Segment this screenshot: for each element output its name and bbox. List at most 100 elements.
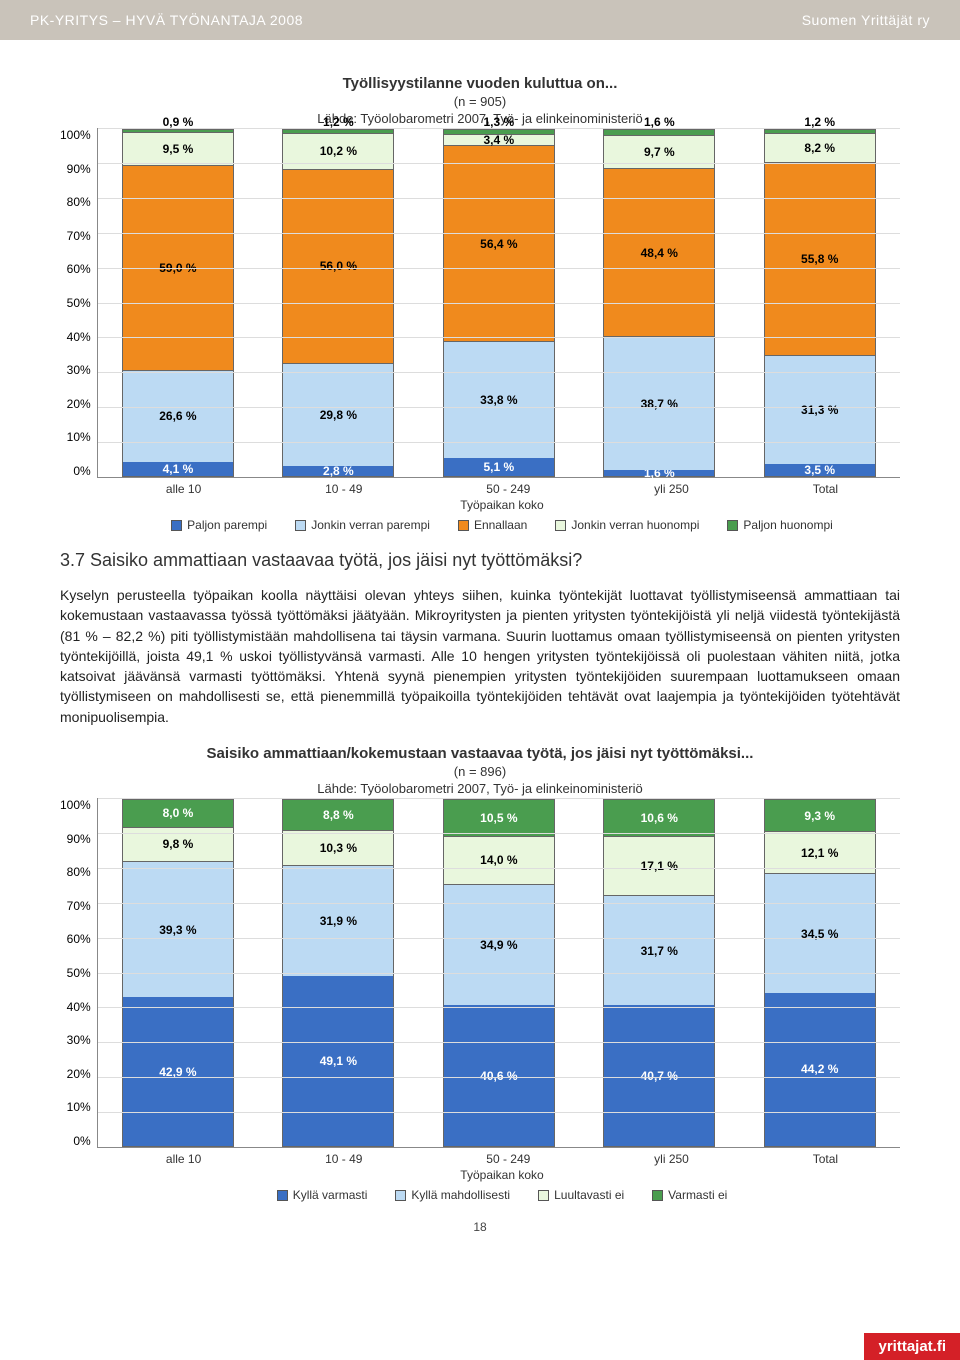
legend-swatch bbox=[395, 1190, 406, 1201]
bar-segment: 1,6 % bbox=[604, 129, 714, 135]
y-tick: 30% bbox=[67, 1033, 91, 1047]
footer-brand: yrittajat.fi bbox=[864, 1333, 960, 1360]
x-tick: yli 250 bbox=[654, 482, 689, 496]
legend-swatch bbox=[555, 520, 566, 531]
chart1-x-title: Työpaikan koko bbox=[104, 498, 900, 512]
bar-segment: 14,0 % bbox=[444, 836, 554, 885]
y-tick: 60% bbox=[67, 262, 91, 276]
y-tick: 90% bbox=[67, 162, 91, 176]
legend-item: Kyllä varmasti bbox=[277, 1188, 368, 1202]
legend-item: Paljon parempi bbox=[171, 518, 267, 532]
x-tick: Total bbox=[813, 482, 838, 496]
chart2-source: Lähde: Työolobarometri 2007, Työ- ja eli… bbox=[60, 781, 900, 796]
y-tick: 40% bbox=[67, 1000, 91, 1014]
y-tick: 0% bbox=[73, 1134, 90, 1148]
bar-segment: 48,4 % bbox=[604, 168, 714, 336]
legend-item: Kyllä mahdollisesti bbox=[395, 1188, 510, 1202]
bar-segment: 0,9 % bbox=[123, 129, 233, 132]
page-header: PK-YRITYS – HYVÄ TYÖNANTAJA 2008 Suomen … bbox=[0, 0, 960, 40]
y-tick: 30% bbox=[67, 363, 91, 377]
bar-segment: 17,1 % bbox=[604, 836, 714, 895]
header-right: Suomen Yrittäjät ry bbox=[802, 12, 930, 28]
bar-segment: 31,7 % bbox=[604, 895, 714, 1005]
y-tick: 20% bbox=[67, 1067, 91, 1081]
bar-segment: 9,8 % bbox=[123, 827, 233, 861]
bar-segment: 9,5 % bbox=[123, 132, 233, 165]
legend-swatch bbox=[538, 1190, 549, 1201]
chart2-x-title: Työpaikan koko bbox=[104, 1168, 900, 1182]
legend-item: Jonkin verran parempi bbox=[295, 518, 430, 532]
bar-segment: 44,2 % bbox=[765, 993, 875, 1146]
legend-swatch bbox=[727, 520, 738, 531]
legend-label: Kyllä mahdollisesti bbox=[411, 1188, 510, 1202]
bar-segment: 5,1 % bbox=[444, 458, 554, 476]
y-tick: 10% bbox=[67, 1100, 91, 1114]
legend-swatch bbox=[171, 520, 182, 531]
bar-segment: 10,5 % bbox=[444, 799, 554, 835]
bar-segment: 34,5 % bbox=[765, 873, 875, 993]
y-tick: 70% bbox=[67, 229, 91, 243]
bar-segment: 1,2 % bbox=[765, 129, 875, 133]
y-tick: 80% bbox=[67, 865, 91, 879]
chart-2: Saisiko ammattiaan/kokemustaan vastaavaa… bbox=[60, 745, 900, 1202]
bar-segment: 3,5 % bbox=[765, 464, 875, 476]
legend-item: Jonkin verran huonompi bbox=[555, 518, 699, 532]
x-tick: alle 10 bbox=[166, 1152, 201, 1166]
chart1-plot: 4,1 %26,6 %59,0 %9,5 %0,9 %2,8 %29,8 %56… bbox=[97, 128, 900, 478]
chart2-y-axis: 100%90%80%70%60%50%40%30%20%10%0% bbox=[60, 798, 97, 1148]
y-tick: 20% bbox=[67, 397, 91, 411]
bar-segment: 38,7 % bbox=[604, 336, 714, 470]
legend-label: Kyllä varmasti bbox=[293, 1188, 368, 1202]
y-tick: 100% bbox=[60, 128, 91, 142]
bar-segment: 10,3 % bbox=[283, 830, 393, 866]
bar-segment: 1,6 % bbox=[604, 470, 714, 476]
legend-label: Luultavasti ei bbox=[554, 1188, 624, 1202]
bar-segment: 10,6 % bbox=[604, 799, 714, 836]
legend-swatch bbox=[652, 1190, 663, 1201]
bar-segment: 2,8 % bbox=[283, 466, 393, 476]
section-body: Kyselyn perusteella työpaikan koolla näy… bbox=[60, 585, 900, 727]
x-tick: 50 - 249 bbox=[486, 1152, 530, 1166]
chart2-x-labels: alle 10 10 - 49 50 - 249 yli 250 Total bbox=[104, 1152, 900, 1166]
chart2-n: (n = 896) bbox=[60, 764, 900, 779]
legend-label: Ennallaan bbox=[474, 518, 527, 532]
legend-item: Ennallaan bbox=[458, 518, 527, 532]
legend-label: Jonkin verran parempi bbox=[311, 518, 430, 532]
y-tick: 80% bbox=[67, 195, 91, 209]
y-tick: 70% bbox=[67, 899, 91, 913]
bar-segment: 40,6 % bbox=[444, 1005, 554, 1146]
legend-label: Varmasti ei bbox=[668, 1188, 727, 1202]
bar-segment: 8,8 % bbox=[283, 799, 393, 830]
y-tick: 50% bbox=[67, 296, 91, 310]
bar-segment: 8,2 % bbox=[765, 133, 875, 161]
legend-swatch bbox=[277, 1190, 288, 1201]
bar-segment: 55,8 % bbox=[765, 162, 875, 356]
y-tick: 0% bbox=[73, 464, 90, 478]
y-tick: 40% bbox=[67, 330, 91, 344]
bar-segment: 1,3 % bbox=[444, 129, 554, 134]
legend-swatch bbox=[458, 520, 469, 531]
bar-segment: 8,0 % bbox=[123, 799, 233, 827]
bar-segment: 42,9 % bbox=[123, 997, 233, 1146]
header-left: PK-YRITYS – HYVÄ TYÖNANTAJA 2008 bbox=[30, 12, 303, 28]
y-tick: 90% bbox=[67, 832, 91, 846]
x-tick: 50 - 249 bbox=[486, 482, 530, 496]
bar-segment: 39,3 % bbox=[123, 861, 233, 997]
legend-item: Luultavasti ei bbox=[538, 1188, 624, 1202]
y-tick: 10% bbox=[67, 430, 91, 444]
x-tick: Total bbox=[813, 1152, 838, 1166]
bar-segment: 4,1 % bbox=[123, 462, 233, 476]
bar-segment: 29,8 % bbox=[283, 363, 393, 466]
legend-label: Paljon huonompi bbox=[743, 518, 832, 532]
x-tick: alle 10 bbox=[166, 482, 201, 496]
bar-segment: 26,6 % bbox=[123, 370, 233, 462]
legend-item: Paljon huonompi bbox=[727, 518, 832, 532]
chart1-n: (n = 905) bbox=[60, 94, 900, 109]
x-tick: 10 - 49 bbox=[325, 1152, 362, 1166]
bar-segment: 3,4 % bbox=[444, 134, 554, 146]
chart2-title: Saisiko ammattiaan/kokemustaan vastaavaa… bbox=[60, 745, 900, 762]
x-tick: yli 250 bbox=[654, 1152, 689, 1166]
chart1-legend: Paljon parempi Jonkin verran parempi Ennal… bbox=[104, 518, 900, 532]
x-tick: 10 - 49 bbox=[325, 482, 362, 496]
chart1-title: Työllisyystilanne vuoden kuluttua on... bbox=[60, 75, 900, 92]
